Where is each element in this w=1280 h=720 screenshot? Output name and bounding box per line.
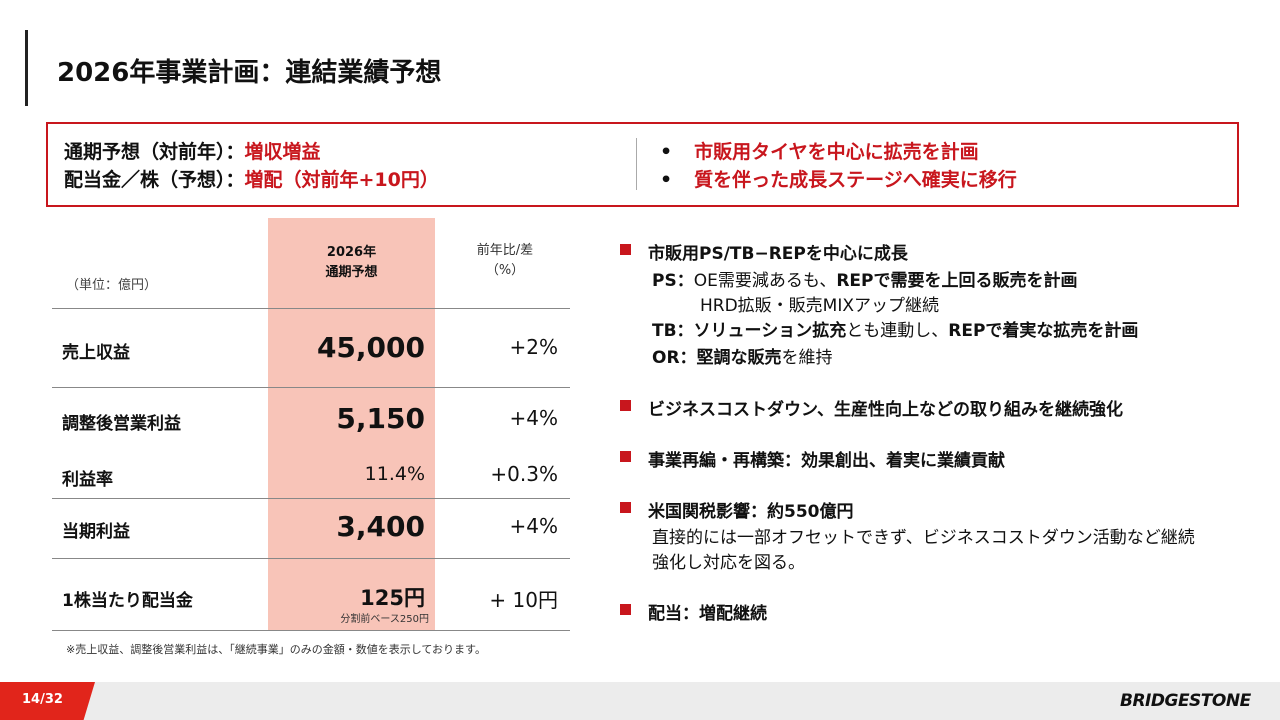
point-heading: ビジネスコストダウン、生産性向上などの取り組みを継続強化: [648, 400, 1123, 420]
summary-label: 通期予想（対前年）：: [64, 141, 245, 163]
point-detail: OR：堅調な販売を維持: [652, 343, 833, 368]
point-heading: 米国関税影響：約550億円: [648, 502, 854, 522]
text: とも連動し、: [846, 321, 949, 341]
row-value: 45,000: [316, 331, 425, 364]
segment-label: PS：: [652, 271, 694, 291]
row-value: 11.4%: [364, 463, 425, 485]
row-yoy: +2%: [509, 335, 559, 359]
column-header-forecast: 2026年通期予想: [268, 243, 435, 283]
row-yoy: +0.3%: [490, 462, 558, 486]
row-label: 調整後営業利益: [62, 414, 181, 434]
row-subnote: 分割前ベース250円: [340, 614, 429, 625]
row-value: 5,150: [336, 402, 425, 435]
summary-point-text: 質を伴った成長ステージへ確実に移行: [694, 169, 1017, 191]
row-label: 売上収益: [62, 343, 130, 363]
square-bullet-icon: [620, 244, 631, 255]
summary-divider: [636, 138, 637, 190]
page-title: 2026年事業計画：連結業績予想: [57, 58, 442, 88]
bullet-icon: •: [660, 141, 673, 163]
text: を維持: [781, 348, 833, 368]
row-label: 利益率: [62, 470, 113, 490]
square-bullet-icon: [620, 451, 631, 462]
point-detail: TB：ソリューション拡充とも連動し、REPで着実な拡売を計画: [652, 316, 1138, 341]
summary-label: 配当金／株（予想）：: [64, 169, 245, 191]
header-line: 通期予想: [325, 265, 378, 280]
text: OE需要減あるも、: [693, 271, 837, 291]
summary-point: • 市販用タイヤを中心に拡売を計画: [660, 137, 979, 164]
unit-label: （単位：億円）: [66, 278, 158, 293]
square-bullet-icon: [620, 502, 631, 513]
summary-value: 増配（対前年+10円）: [244, 169, 439, 191]
point-heading: 配当：増配継続: [648, 604, 767, 624]
row-divider: [52, 308, 570, 309]
row-value: 125円: [360, 586, 425, 610]
summary-box: [46, 122, 1239, 207]
column-header-yoy: 前年比/差 （%）: [440, 241, 570, 281]
summary-point: • 質を伴った成長ステージへ確実に移行: [660, 165, 1017, 192]
row-divider: [52, 558, 570, 559]
row-yoy: +4%: [509, 406, 559, 430]
row-label: 1株当たり配当金: [62, 591, 193, 611]
footer-bar: [0, 682, 1280, 720]
page-number-tab: [0, 682, 95, 720]
header-line: 2026年: [326, 245, 377, 260]
segment-label: OR：: [652, 348, 697, 368]
text: 堅調な販売: [696, 348, 782, 368]
row-value: 3,400: [336, 510, 425, 543]
text: REPで着実な拡売を計画: [948, 321, 1139, 341]
text: REPで需要を上回る販売を計画: [836, 271, 1078, 291]
row-divider: [52, 630, 570, 631]
point-detail: 強化し対応を図る。: [652, 553, 805, 573]
row-yoy: +4%: [509, 514, 559, 538]
point-detail: HRD拡販・販売MIXアップ継続: [700, 296, 940, 316]
point-detail: PS：OE需要減あるも、REPで需要を上回る販売を計画: [652, 266, 1078, 291]
bullet-icon: •: [660, 169, 673, 191]
text: ソリューション拡充: [693, 321, 847, 341]
title-accent-bar: [25, 30, 28, 106]
page-number: 14/32: [22, 692, 63, 707]
square-bullet-icon: [620, 400, 631, 411]
summary-value: 増収増益: [244, 141, 321, 163]
summary-forecast: 通期予想（対前年）：増収増益: [64, 137, 321, 164]
header-line: （%）: [485, 263, 525, 278]
summary-point-text: 市販用タイヤを中心に拡売を計画: [694, 141, 979, 163]
row-label: 当期利益: [62, 522, 130, 542]
header-line: 前年比/差: [476, 243, 534, 258]
square-bullet-icon: [620, 604, 631, 615]
summary-dividend: 配当金／株（予想）：増配（対前年+10円）: [64, 165, 439, 192]
footnote: ※売上収益、調整後営業利益は、「継続事業」のみの金額・数値を表示しております。: [66, 643, 486, 656]
forecast-column-highlight: [268, 218, 435, 630]
bridgestone-logo: BRIDGESTONE: [1120, 691, 1251, 711]
row-divider: [52, 498, 570, 499]
row-divider: [52, 387, 570, 388]
point-detail: 直接的には一部オフセットできず、ビジネスコストダウン活動など継続: [652, 528, 1195, 548]
row-yoy: + 10円: [489, 588, 558, 612]
segment-label: TB：: [652, 321, 694, 341]
point-heading: 事業再編・再構築：効果創出、着実に業績貢献: [648, 451, 1005, 471]
point-heading: 市販用PS/TB−REPを中心に成長: [648, 244, 908, 264]
